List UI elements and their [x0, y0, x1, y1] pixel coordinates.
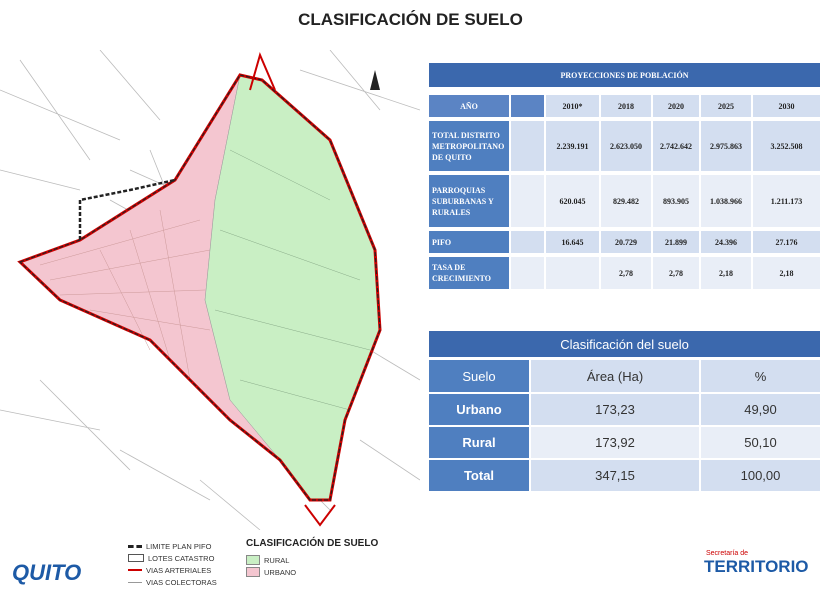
- data-cell: 100,00: [700, 459, 821, 492]
- data-cell: 620.045: [545, 174, 600, 228]
- row-label: Urbano: [428, 393, 530, 426]
- data-cell: 50,10: [700, 426, 821, 459]
- data-cell: 1.038.966: [700, 174, 752, 228]
- data-cell: 173,92: [530, 426, 700, 459]
- empty-cell: [510, 256, 545, 290]
- row-label: PIFO: [428, 230, 510, 254]
- data-cell: 173,23: [530, 393, 700, 426]
- header-cell: 2020: [652, 94, 700, 118]
- legend-label: VIAS ARTERIALES: [146, 565, 212, 575]
- header-cell: 2018: [600, 94, 652, 118]
- data-cell: 829.482: [600, 174, 652, 228]
- legend-label: LIMITE PLAN PIFO: [146, 541, 212, 551]
- data-cell: 2.623.050: [600, 120, 652, 172]
- class-item: RURAL: [246, 554, 296, 566]
- data-cell: 24.396: [700, 230, 752, 254]
- row-label: PARROQUIAS SUBURBANAS Y RURALES: [428, 174, 510, 228]
- logo-subtitle: Secretaría de: [706, 550, 749, 557]
- legend-label: LOTES CATASTRO: [148, 553, 215, 563]
- class-item: URBANO: [246, 566, 296, 578]
- data-cell: 16.645: [545, 230, 600, 254]
- row-label: TASA DE CRECIMIENTO: [428, 256, 510, 290]
- slide-title: CLASIFICACIÓN DE SUELO: [298, 10, 523, 29]
- header-cell: Suelo: [428, 359, 530, 393]
- quito-logo: QUITO: [12, 560, 82, 585]
- legend-item: LOTES CATASTRO: [128, 552, 217, 564]
- legend-symbol: [128, 544, 142, 548]
- row-label: Total: [428, 459, 530, 492]
- empty-cell: [510, 120, 545, 172]
- map-legend: LIMITE PLAN PIFO LOTES CATASTRO VIAS ARTER…: [128, 540, 217, 588]
- legend-item: VIAS ARTERIALES: [128, 564, 217, 576]
- header-cell: %: [700, 359, 821, 393]
- empty-cell: [545, 256, 600, 290]
- data-cell: 2,78: [652, 256, 700, 290]
- legend-label: VIAS COLECTORAS: [146, 577, 217, 587]
- data-cell: 1.211.173: [752, 174, 821, 228]
- class-label: URBANO: [264, 567, 297, 577]
- data-cell: 347,15: [530, 459, 700, 492]
- territorio-logo: TERRITORIO: [704, 557, 809, 576]
- header-cell: AÑO: [428, 94, 510, 118]
- table-title: Clasificación del suelo: [428, 330, 821, 358]
- header-cell: 2010*: [545, 94, 600, 118]
- legend-item: VIAS COLECTORAS: [128, 576, 217, 588]
- header-cell: Área (Ha): [530, 359, 700, 393]
- data-cell: 2.239.191: [545, 120, 600, 172]
- class-swatch: [246, 555, 260, 565]
- data-cell: 2,18: [700, 256, 752, 290]
- legend-symbol: [128, 581, 142, 583]
- table-title: PROYECCIONES DE POBLACIÓN: [428, 62, 821, 88]
- data-cell: 49,90: [700, 393, 821, 426]
- header-cell: 2030: [752, 94, 821, 118]
- header-cell: 2025: [700, 94, 752, 118]
- row-label: TOTAL DISTRITO METROPOLITANO DE QUITO: [428, 120, 510, 172]
- class-swatch: [246, 567, 260, 577]
- header-cell: [510, 94, 545, 118]
- map: [0, 50, 420, 530]
- class-label: RURAL: [264, 555, 290, 565]
- data-cell: 27.176: [752, 230, 821, 254]
- data-cell: 2.975.863: [700, 120, 752, 172]
- legend-symbol: [128, 554, 144, 562]
- data-cell: 2,18: [752, 256, 821, 290]
- legend-symbol: [128, 569, 142, 571]
- class-legend: RURAL URBANO: [246, 554, 296, 578]
- empty-cell: [510, 230, 545, 254]
- data-cell: 3.252.508: [752, 120, 821, 172]
- legend-title: CLASIFICACIÓN DE SUELO: [246, 538, 379, 549]
- data-cell: 20.729: [600, 230, 652, 254]
- data-cell: 2,78: [600, 256, 652, 290]
- data-cell: 893.905: [652, 174, 700, 228]
- row-label: Rural: [428, 426, 530, 459]
- data-cell: 21.899: [652, 230, 700, 254]
- empty-cell: [510, 174, 545, 228]
- data-cell: 2.742.642: [652, 120, 700, 172]
- legend-item: LIMITE PLAN PIFO: [128, 540, 217, 552]
